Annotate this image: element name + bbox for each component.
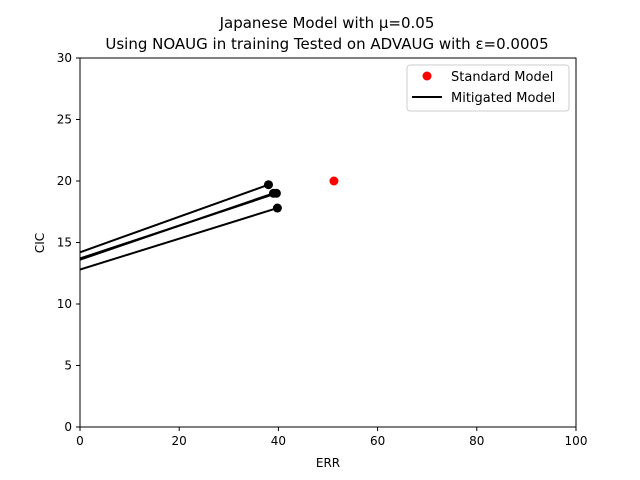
chart-subtitle: Using NOAUG in training Tested on ADVAUG… [105,35,548,53]
standard-point [329,176,339,186]
x-tick-label: 60 [370,434,385,448]
y-tick-label: 5 [64,359,72,373]
mitigated-point [271,188,281,198]
plot-area [80,176,339,271]
x-tick-label: 80 [469,434,484,448]
x-tick-label: 20 [172,434,187,448]
x-tick-label: 100 [565,434,588,448]
y-tick-label: 25 [57,113,72,127]
y-tick-label: 20 [57,174,72,188]
x-tick-label: 0 [76,434,84,448]
x-tick-label: 40 [271,434,286,448]
y-axis-label: CIC [33,233,47,253]
chart-title: Japanese Model with μ=0.05 [219,14,435,32]
legend-box [406,64,570,112]
axes-frame [79,57,577,428]
legend-marker-standard [422,71,432,81]
x-axis-label: ERR [316,456,340,470]
legend: Standard Model Mitigated Model [406,64,570,112]
ticks-layer: 0 20 40 60 80 100 0 5 10 15 20 25 30 [57,51,588,448]
y-tick-label: 15 [57,236,72,250]
legend-label-mitigated: Mitigated Model [451,91,555,106]
mitigated-line [80,183,269,254]
mitigated-point [263,180,273,190]
y-tick-label: 30 [57,51,72,65]
y-tick-label: 10 [57,297,72,311]
y-tick-label: 0 [64,420,72,434]
mitigated-point [272,203,282,213]
series-group [80,176,339,271]
mitigated-line [80,192,277,260]
legend-label-standard: Standard Model [451,70,553,85]
mitigated-line [80,207,278,271]
